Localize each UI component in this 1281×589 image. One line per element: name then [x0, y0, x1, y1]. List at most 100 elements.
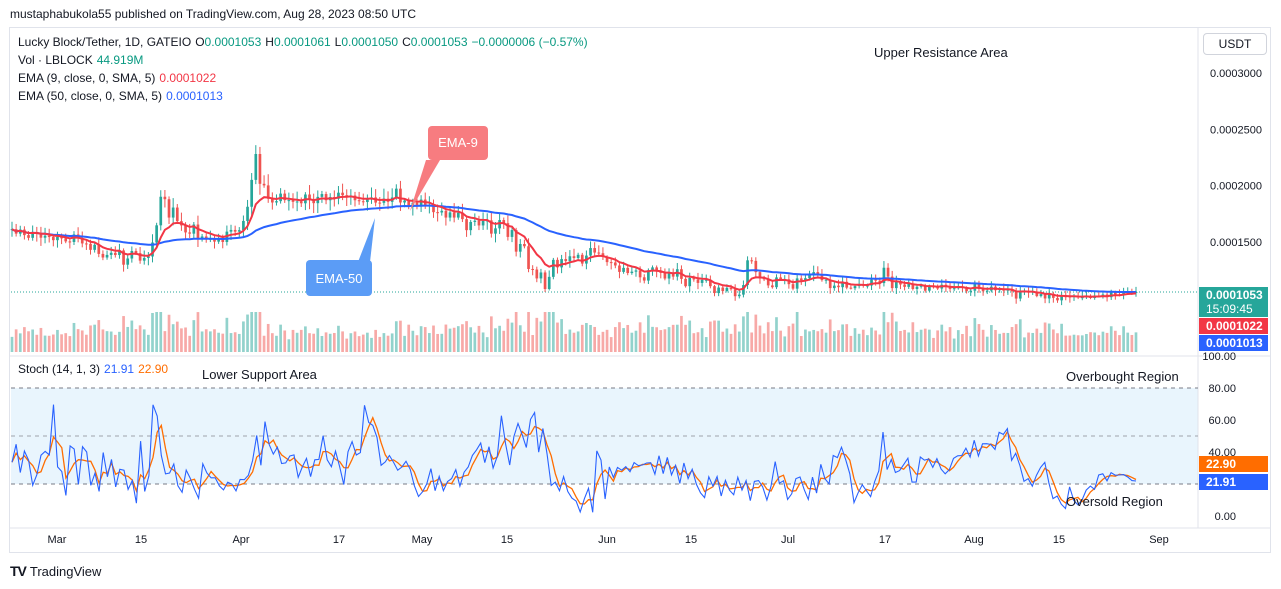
volume-bar: [283, 330, 287, 352]
candle-body: [456, 212, 460, 218]
volume-bar: [667, 327, 671, 352]
candle-body: [229, 229, 233, 232]
candle-body: [361, 201, 365, 203]
volume-bar: [43, 335, 47, 352]
volume-bar: [262, 335, 266, 352]
candle-body: [576, 254, 580, 258]
lower-support-label: Lower Support Area: [202, 367, 317, 382]
candle-body: [341, 192, 344, 196]
overbought-label: Overbought Region: [1066, 369, 1179, 384]
candle-body: [465, 219, 468, 231]
volume-bar: [709, 321, 712, 352]
volume-bar: [837, 330, 840, 352]
candle-body: [1052, 293, 1055, 298]
volume-bar: [775, 317, 778, 352]
candle-body: [671, 272, 675, 277]
volume-bar: [175, 321, 179, 352]
volume-bar: [647, 315, 650, 352]
volume-bar: [961, 334, 964, 352]
volume-bar: [490, 316, 493, 352]
volume-bar: [279, 324, 282, 352]
volume-bar: [481, 332, 485, 352]
volume-bar: [675, 324, 679, 352]
candle-body: [551, 259, 555, 277]
candle-body: [407, 200, 411, 207]
candle-body: [295, 201, 299, 203]
volume-bar: [423, 327, 427, 352]
open-label: O: [195, 35, 205, 49]
time-tick-label: 15: [685, 534, 697, 546]
volume-bar: [791, 323, 795, 352]
volume-bar: [886, 322, 890, 352]
volume-bar: [27, 331, 30, 352]
candle-body: [580, 254, 584, 264]
volume-bars: [10, 312, 1138, 352]
candle-body: [837, 285, 840, 288]
volume-bar: [428, 333, 431, 352]
volume-bar: [237, 333, 241, 352]
volume-bar: [531, 335, 535, 352]
volume-bar: [923, 328, 927, 352]
volume-bar: [787, 326, 791, 352]
volume-bar: [634, 330, 638, 352]
volume-bar: [560, 319, 563, 352]
candle-body: [147, 256, 150, 258]
candle-body: [163, 196, 167, 200]
volume-bar: [704, 337, 708, 352]
volume-bar: [564, 333, 568, 352]
stoch-k-tag: 21.91: [1199, 474, 1268, 490]
volume-bar: [159, 312, 163, 352]
candle-body: [923, 285, 927, 291]
candle-body: [543, 272, 547, 289]
candle-body: [89, 243, 92, 250]
legend-stoch-row: Stoch (14, 1, 3) 21.91 22.90: [18, 362, 172, 376]
volume-bar: [89, 325, 92, 352]
volume-bar: [477, 325, 481, 352]
candle-body: [981, 288, 985, 292]
volume-bar: [163, 331, 167, 352]
volume-bar: [857, 333, 861, 352]
open-value: 0.0001053: [204, 35, 262, 49]
volume-bar: [60, 334, 63, 352]
volume-bar: [853, 328, 857, 352]
candle-body: [93, 244, 96, 250]
candle-body: [832, 285, 836, 289]
volume-bar: [882, 312, 886, 352]
candle-body: [775, 277, 778, 288]
candle-body: [31, 231, 35, 238]
candle-body: [60, 236, 63, 239]
candle-body: [518, 244, 522, 252]
volume-bar: [580, 324, 584, 352]
volume-bar: [101, 329, 105, 352]
brand-name: TradingView: [29, 563, 102, 579]
candle-body: [605, 257, 609, 263]
volume-bar: [196, 312, 200, 352]
candle-body: [613, 262, 617, 266]
candle-body: [535, 269, 539, 279]
volume-bar: [965, 325, 968, 352]
footer-branding[interactable]: TV TradingView: [10, 563, 101, 579]
candle-body: [175, 207, 179, 222]
volume-bar: [328, 333, 332, 352]
currency-button[interactable]: USDT: [1203, 33, 1267, 55]
candle-body: [696, 279, 700, 283]
candle-body: [928, 286, 931, 291]
candle-body: [415, 202, 419, 206]
volume-bar: [870, 327, 873, 352]
volume-bar: [456, 326, 460, 352]
volume-bar: [746, 312, 749, 352]
volume-bar: [213, 329, 216, 352]
candle-body: [907, 283, 911, 287]
volume-bar: [1068, 335, 1072, 352]
volume-bar: [394, 321, 398, 352]
volume-bar: [312, 333, 316, 352]
candle-body: [700, 279, 704, 283]
volume-bar: [452, 327, 456, 352]
volume-bar: [506, 318, 510, 352]
volume-bar: [808, 331, 811, 352]
price-tick-label: 0.0003000: [1210, 68, 1262, 80]
volume-bar: [630, 332, 634, 352]
volume-bar: [51, 334, 55, 352]
volume-bar: [407, 324, 411, 352]
